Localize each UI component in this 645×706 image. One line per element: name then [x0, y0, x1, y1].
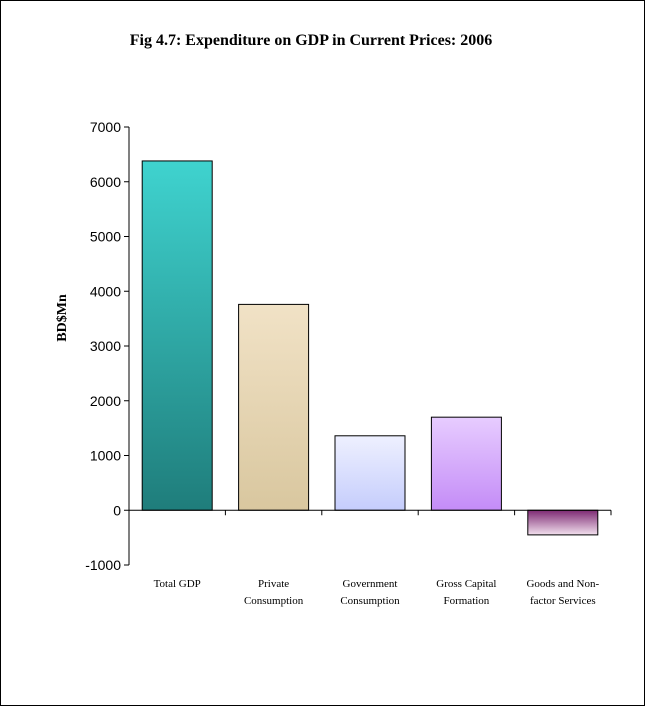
bar-3 [430, 416, 502, 511]
bar-2 [334, 435, 406, 511]
y-tick-label: 2000 [90, 393, 121, 409]
category-label: Private Consumption [244, 578, 304, 607]
y-tick-label: 7000 [90, 119, 121, 135]
category-label-line: Total GDP [154, 578, 201, 590]
category-label: Gross Capital Formation [436, 578, 496, 607]
category-label-line: factor Services [530, 595, 596, 607]
y-tick-label: 0 [113, 502, 121, 518]
bar-0 [141, 160, 213, 511]
category-label-line: Government [343, 578, 398, 590]
category-label: Total GDP [154, 578, 201, 590]
category-label: Government Consumption [340, 578, 400, 607]
y-tick-label: 4000 [90, 283, 121, 299]
y-tick-label: -1000 [85, 557, 121, 573]
category-label-line: Gross Capital [436, 578, 496, 590]
category-label-line: Consumption [340, 595, 400, 607]
y-tick-label: 5000 [90, 229, 121, 245]
y-axis-label: BD$Mn [55, 294, 70, 342]
category-label-line: Private [258, 578, 289, 590]
bar-4 [527, 509, 599, 536]
y-tick-label: 3000 [90, 338, 121, 354]
plot-area: 7000 6000 5000 4000 3000 2000 1000 0 -1000 Total … [85, 119, 612, 607]
category-label: Goods and Non-factor Services [526, 578, 599, 607]
chart-title: Fig 4.7: Expenditure on GDP in Current P… [130, 32, 493, 49]
y-tick-label: 1000 [90, 448, 121, 464]
category-label-line: Formation [443, 595, 489, 607]
bar-1 [238, 303, 310, 511]
category-label-line: Goods and Non- [526, 578, 599, 590]
y-tick-label: 6000 [90, 174, 121, 190]
category-label-line: Consumption [244, 595, 304, 607]
